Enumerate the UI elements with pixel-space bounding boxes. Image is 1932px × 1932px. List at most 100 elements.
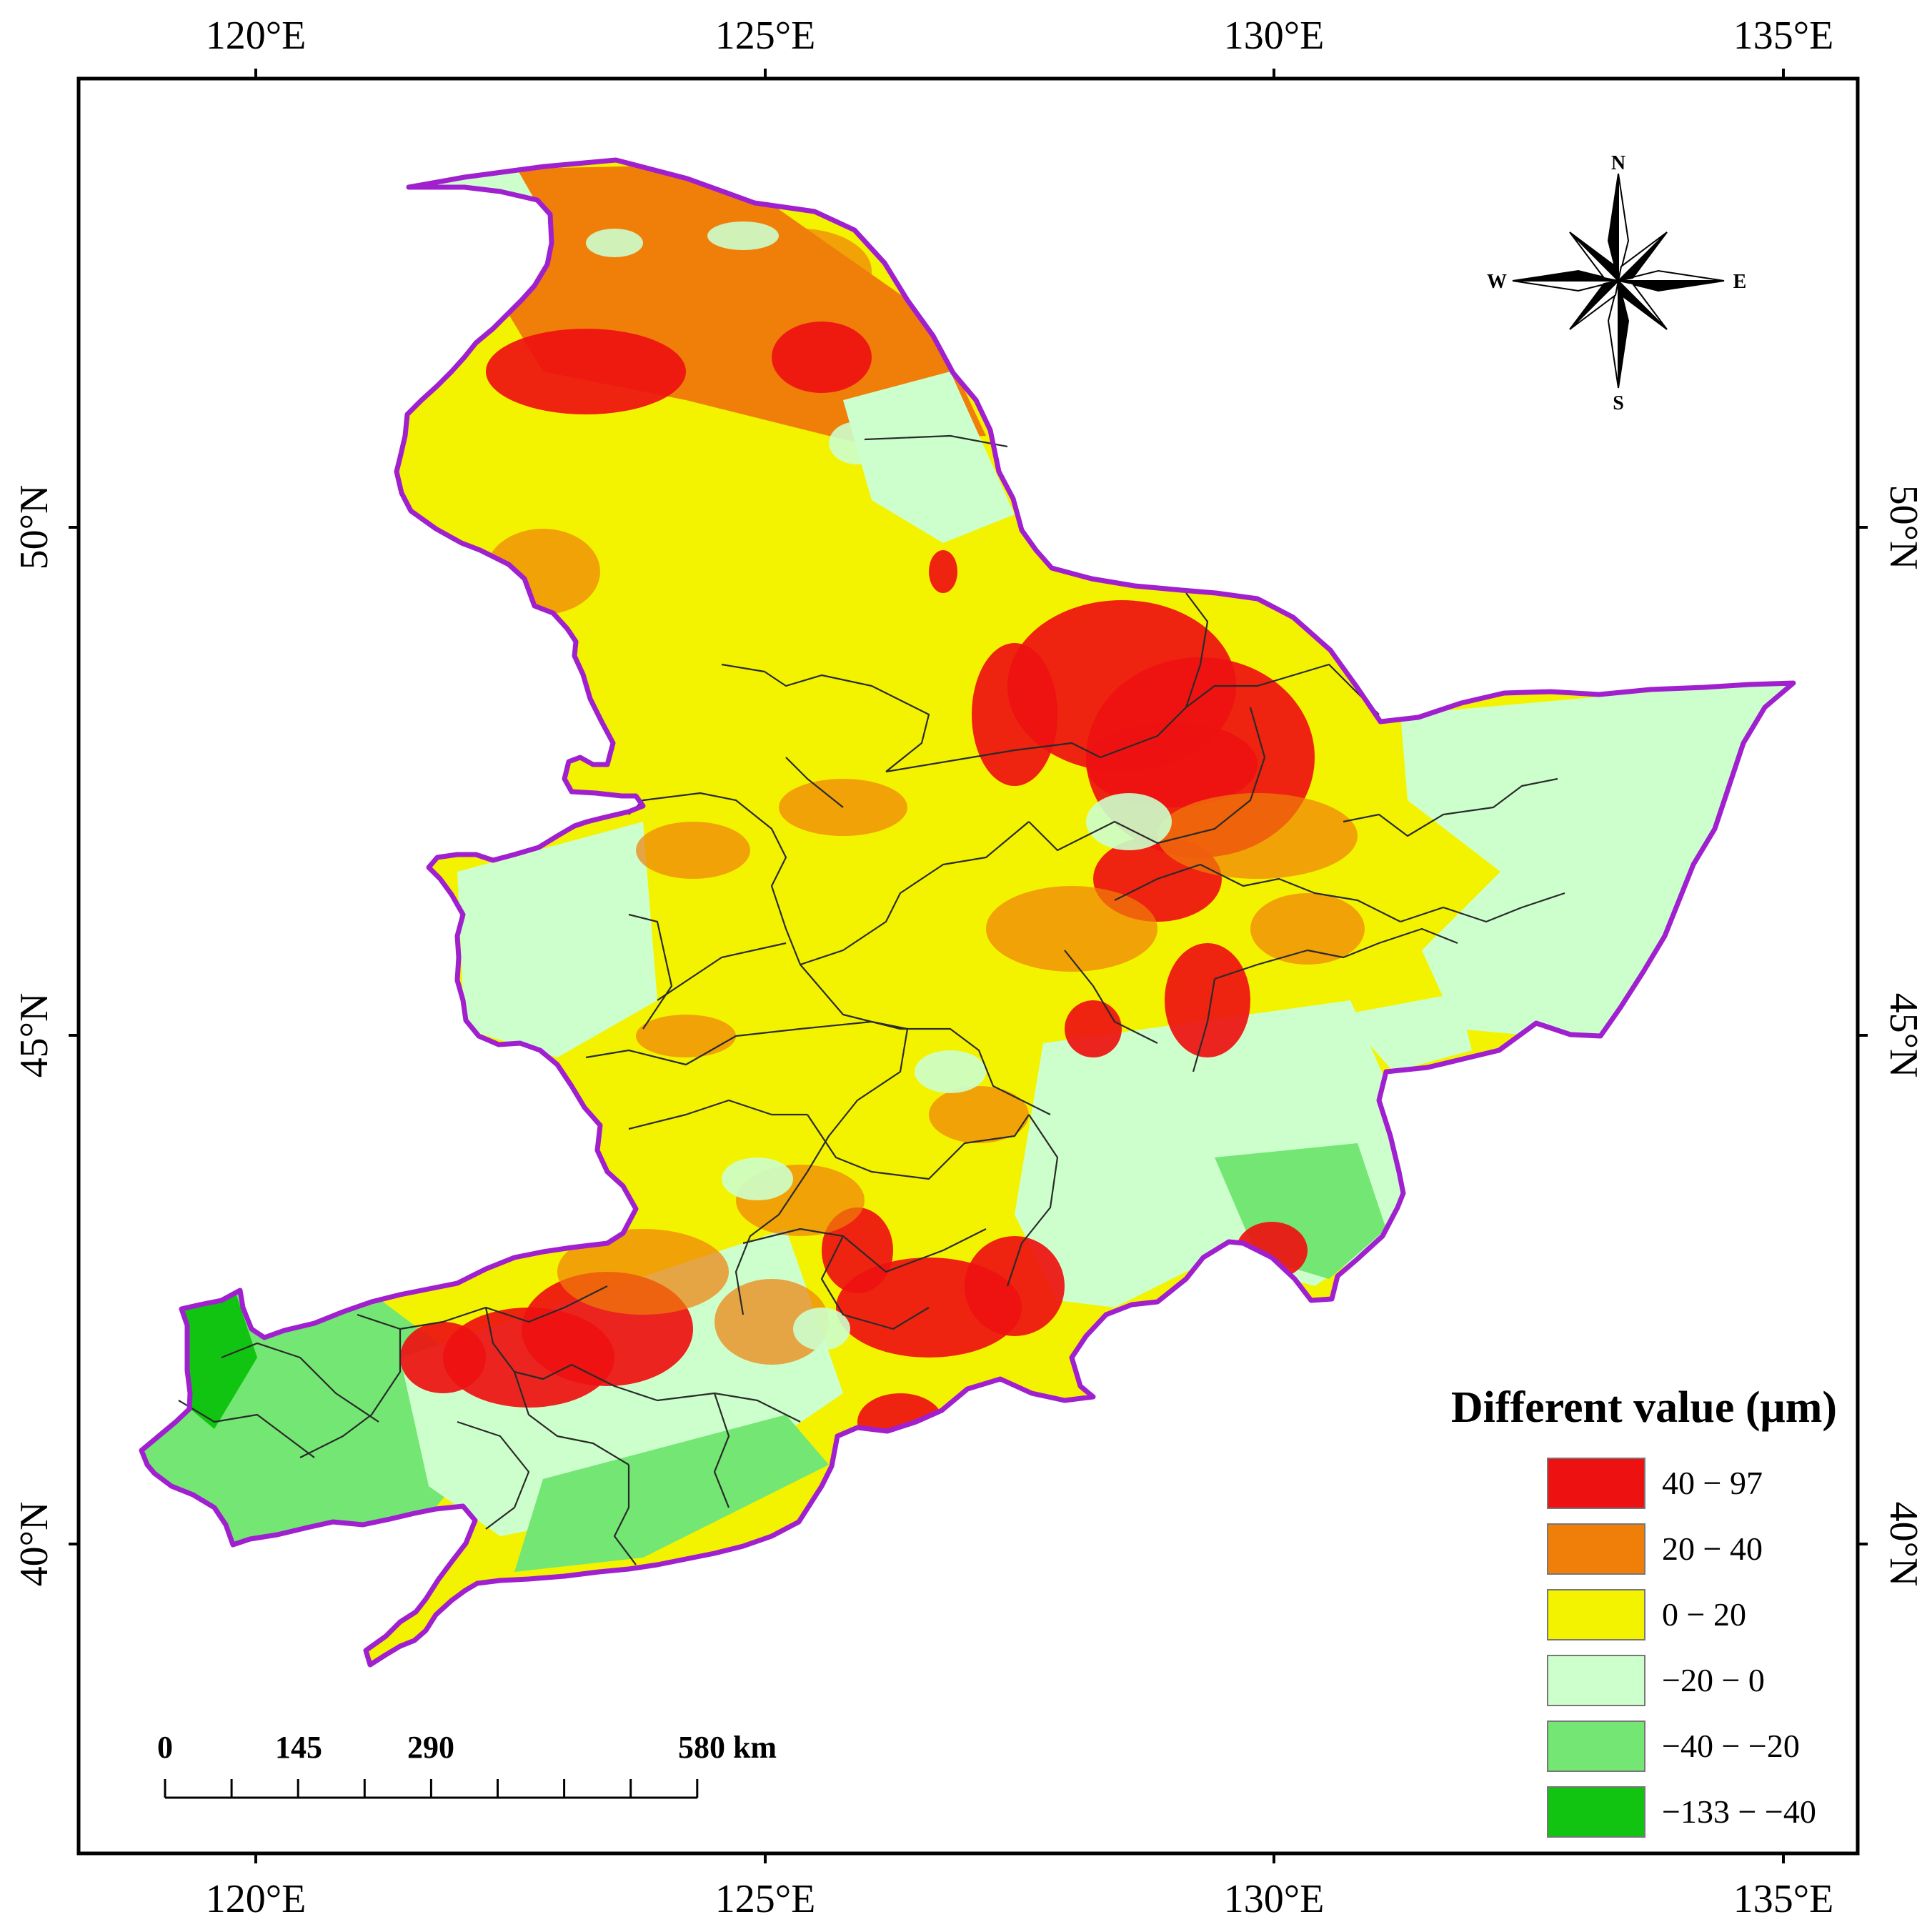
internal-boundary-0 (864, 434, 1008, 448)
lat-label-right-40: 40°N (1881, 1502, 1926, 1587)
internal-boundary-30 (571, 1364, 801, 1423)
region-patch-red-11 (772, 322, 872, 393)
legend-label-4: −40 − −20 (1662, 1728, 1800, 1764)
lat-label-right-50: 50°N (1881, 485, 1926, 570)
internal-boundary-1 (721, 663, 930, 772)
scale-label-145: 145 (275, 1730, 322, 1765)
internal-boundary-25 (742, 1228, 987, 1273)
top-longitude-labels: 120°E 125°E 130°E 135°E (206, 14, 1834, 79)
region-patch-east-light (1400, 679, 1793, 1043)
internal-boundary-24 (1006, 1114, 1059, 1287)
internal-boundary-33 (713, 1393, 730, 1508)
region-patch-light-1 (707, 221, 779, 250)
bottom-longitude-labels: 120°E 125°E 130°E 135°E (206, 1853, 1834, 1921)
compass-south-label: S (1613, 392, 1624, 414)
region-patch-red-5 (1086, 722, 1258, 807)
region-patch-red-10 (486, 329, 686, 414)
legend-swatch-1 (1547, 1523, 1645, 1575)
region-patch-red-3 (1165, 943, 1250, 1057)
lat-label-left-45: 45°N (12, 993, 56, 1078)
region-patch-orange-4 (636, 822, 750, 879)
internal-boundary-19 (585, 1020, 908, 1066)
lat-label-left-50: 50°N (12, 485, 56, 570)
internal-boundary-14 (1343, 777, 1558, 837)
lon-label-bottom-130: 130°E (1224, 1877, 1325, 1921)
region-patch-liaodong-mid (514, 1415, 829, 1572)
internal-boundary-3 (1100, 663, 1380, 759)
legend: Different value (μm) 40 − 97 20 − 40 0 − 2… (1451, 1383, 1837, 1838)
internal-boundary-9 (628, 913, 673, 1030)
region-patch-red-13 (443, 1308, 614, 1408)
region-patch-red-16 (929, 550, 957, 593)
scale-label-290: 290 (407, 1730, 454, 1765)
internal-boundary-11 (785, 757, 844, 808)
compass-star (1512, 173, 1725, 389)
internal-boundary-36 (178, 1400, 315, 1458)
region-patch-southwest-dark (171, 1293, 257, 1429)
region-patch-red-17 (972, 643, 1057, 786)
legend-label-1: 20 − 40 (1662, 1530, 1763, 1567)
scale-bar-ticks (164, 1779, 699, 1799)
internal-boundary-10 (657, 942, 787, 1001)
internal-boundary-12 (1114, 863, 1401, 922)
region-patch-orange-7 (557, 1228, 730, 1315)
legend-label-2: 0 − 20 (1662, 1596, 1746, 1633)
lon-label-top-125: 125°E (715, 14, 816, 58)
region-patch-light-5 (1086, 793, 1172, 850)
region-patch-light-0 (586, 229, 643, 257)
legend-swatch-0 (1547, 1458, 1645, 1509)
lon-label-top-130: 130°E (1224, 14, 1325, 58)
region-patch-red-15 (822, 1208, 893, 1293)
region-patch-east-light-2 (1343, 993, 1472, 1072)
internal-boundary-34 (457, 1420, 530, 1530)
region-patch-orange-10 (636, 1015, 736, 1057)
lon-label-bottom-135: 135°E (1733, 1877, 1834, 1921)
lon-label-bottom-125: 125°E (715, 1877, 816, 1921)
region-patch-northeast-light (843, 372, 1015, 543)
internal-boundary-16 (1378, 927, 1458, 945)
left-latitude-labels: 50°N 45°N 40°N (12, 485, 79, 1587)
legend-swatch-3 (1547, 1655, 1645, 1706)
internal-boundary-13 (1400, 892, 1565, 923)
region-patch-light-2 (829, 422, 886, 464)
region-outline (139, 157, 1796, 1668)
internal-boundary-15 (1214, 942, 1380, 980)
internal-boundary-23 (807, 1114, 1030, 1180)
lon-label-top-120: 120°E (206, 14, 307, 58)
region-patch-orange-1 (986, 886, 1157, 972)
region-patch-red-6 (1065, 1000, 1122, 1057)
region-patch-light-3 (472, 872, 529, 957)
internal-boundary-28 (299, 1329, 402, 1458)
legend-swatch-5 (1547, 1786, 1645, 1838)
internal-boundaries (178, 434, 1565, 1565)
internal-boundary-6 (800, 821, 1030, 966)
region-patch-light-6 (722, 1157, 793, 1200)
legend-swatch-2 (1547, 1589, 1645, 1640)
region-patch-red-14 (400, 1322, 486, 1393)
internal-boundary-26 (820, 1235, 930, 1330)
internal-boundary-4 (1185, 592, 1209, 708)
region-patch-light-7 (793, 1308, 850, 1350)
legend-title: Different value (μm) (1451, 1383, 1837, 1432)
region-patch-orange-2 (1250, 893, 1365, 965)
internal-boundary-8 (800, 964, 1051, 1115)
compass-west-label: W (1487, 271, 1507, 293)
lat-label-right-45: 45°N (1881, 993, 1926, 1078)
internal-boundary-22 (628, 1099, 807, 1130)
legend-label-5: −133 − −40 (1662, 1793, 1816, 1830)
internal-boundary-31 (513, 1371, 629, 1465)
compass-east-label: E (1733, 271, 1747, 293)
lat-label-left-40: 40°N (12, 1502, 56, 1587)
legend-items: 40 − 97 20 − 40 0 − 20 −20 − 0 −40 − −20 −133… (1547, 1458, 1816, 1838)
region-patch-red-8 (965, 1236, 1065, 1336)
internal-boundary-7 (628, 792, 802, 965)
internal-boundary-2 (885, 742, 1101, 773)
legend-swatch-4 (1547, 1721, 1645, 1772)
lon-label-top-135: 135°E (1733, 14, 1834, 58)
internal-boundary-32 (613, 1465, 637, 1565)
right-latitude-labels: 50°N 45°N 40°N (1858, 485, 1926, 1587)
region-patch-orange-5 (929, 1086, 1029, 1143)
internal-boundary-18 (1064, 950, 1158, 1044)
compass-north-label: N (1611, 152, 1625, 174)
